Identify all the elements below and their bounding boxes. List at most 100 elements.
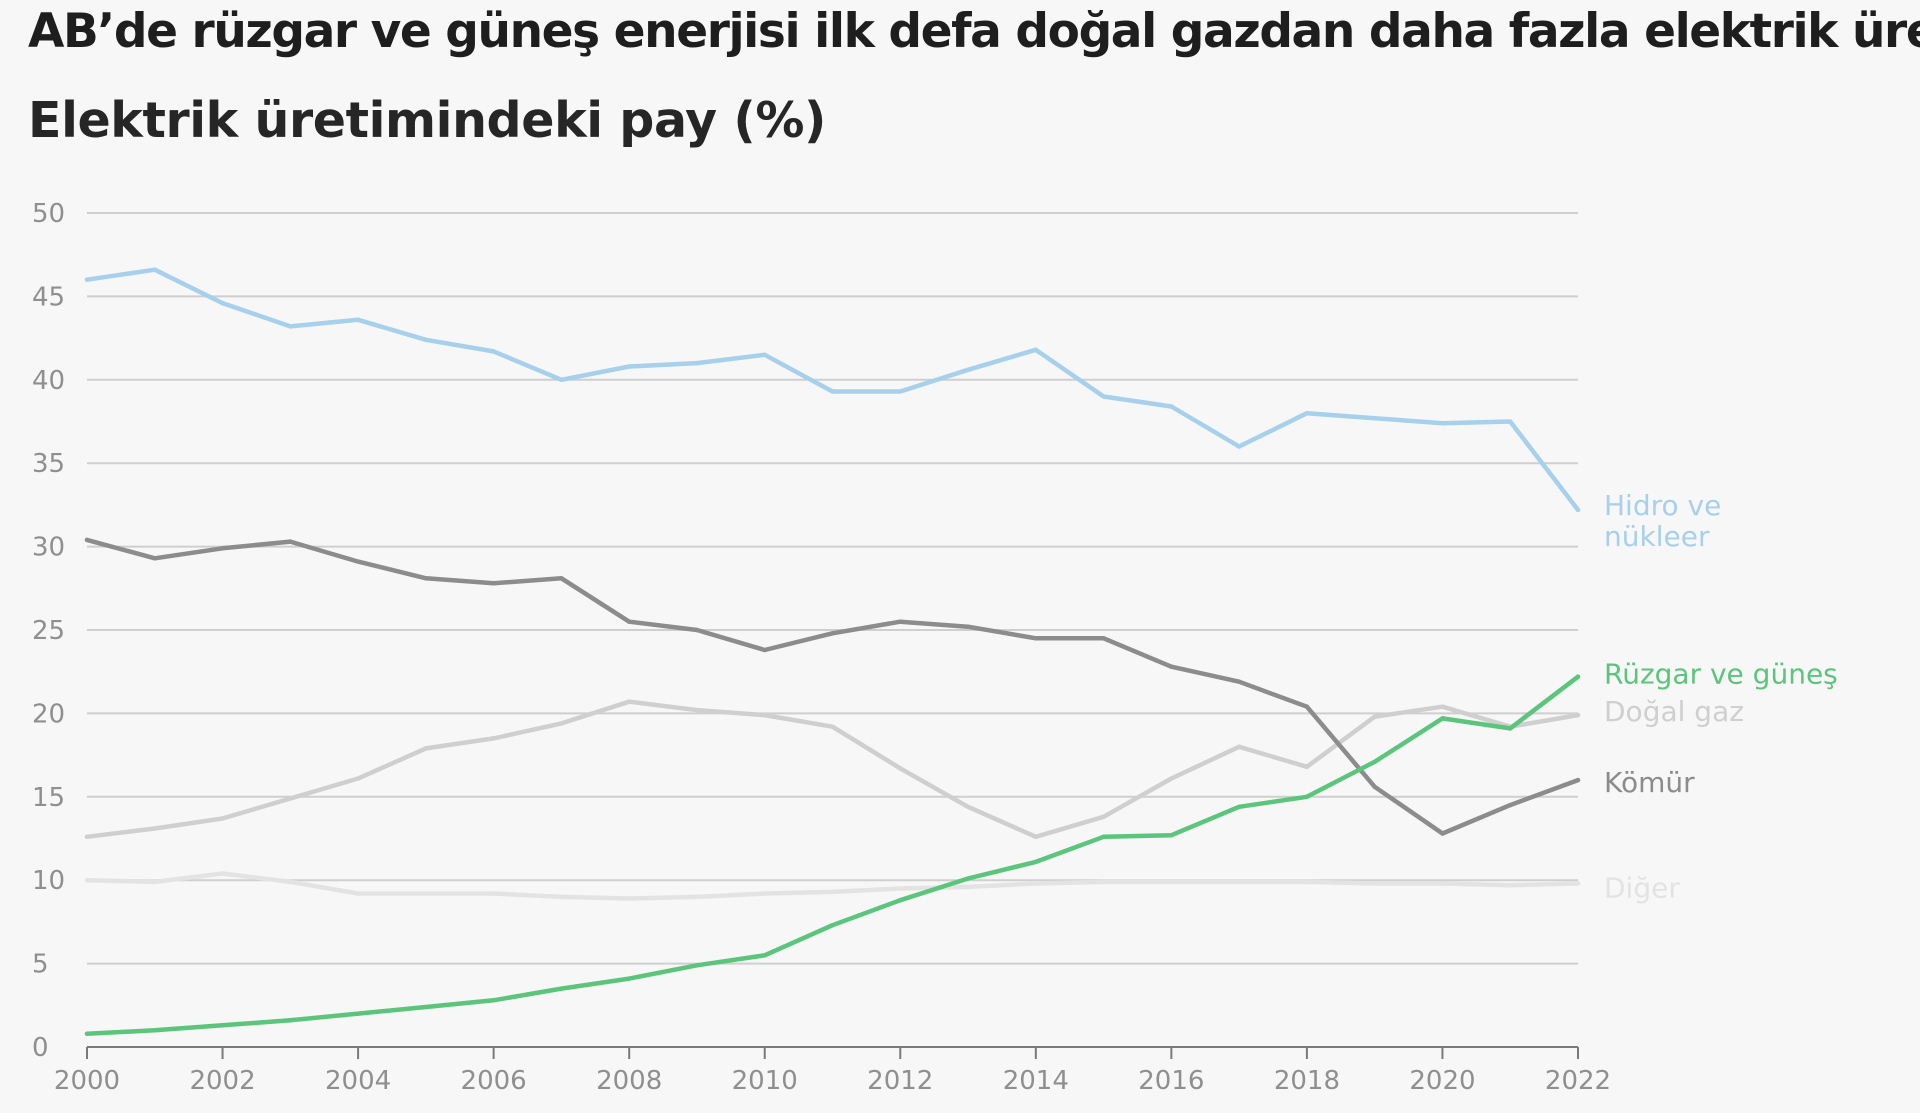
- data-point-ruzgar-ve-gunes-2008: [626, 976, 632, 981]
- series-label-diger: Diğer: [1604, 872, 1680, 905]
- data-point-dogal-gaz-2008: [626, 699, 632, 704]
- y-tick-label-50: 50: [32, 199, 65, 229]
- data-point-diger-2012: [898, 886, 903, 891]
- x-tick-label-2020: 2020: [1409, 1066, 1475, 1096]
- y-tick-label-15: 15: [32, 783, 65, 813]
- data-point-komur-2021: [1508, 802, 1513, 808]
- x-axis-ticks: 2000 2002 2004 2006 2008 2010 2012 2014 2016 2018…: [54, 1066, 1611, 1096]
- data-point-hidro-ve-nukleer-2017: [1236, 444, 1242, 449]
- chart-title: AB’de rüzgar ve güneş enerjisi ilk defa …: [28, 4, 1920, 59]
- data-point-hidro-ve-nukleer-2001: [152, 267, 157, 272]
- data-point-diger-2008: [626, 896, 632, 901]
- data-point-hidro-ve-nukleer-2005: [423, 337, 429, 342]
- data-point-ruzgar-ve-gunes-2010: [762, 953, 767, 958]
- data-point-komur-2019: [1372, 784, 1377, 789]
- y-axis-ticks: 0 5 10 15 20 25 30 35 40 45 50: [32, 199, 65, 1063]
- y-tick-label-35: 35: [32, 449, 65, 479]
- data-point-diger-2009: [694, 894, 700, 900]
- data-point-ruzgar-ve-gunes-2011: [830, 923, 835, 928]
- data-point-diger-2017: [1236, 879, 1242, 885]
- y-tick-label-10: 10: [32, 866, 65, 896]
- x-tick-label-2018: 2018: [1274, 1066, 1340, 1096]
- data-point-diger-2005: [423, 891, 429, 896]
- data-point-diger-2000: [84, 878, 90, 883]
- data-point-dogal-gaz-2000: [84, 834, 90, 840]
- series-label-hidro-ve-nukleer-1: Hidro ve: [1604, 489, 1721, 522]
- x-tick-label-2014: 2014: [1003, 1066, 1069, 1096]
- data-point-diger-2001: [152, 879, 157, 885]
- series-lines: [84, 267, 1581, 1036]
- data-point-diger-2013: [965, 884, 971, 890]
- data-point-komur-2018: [1304, 704, 1310, 709]
- data-point-komur-2004: [355, 559, 361, 564]
- data-point-ruzgar-ve-gunes-2017: [1236, 804, 1242, 810]
- data-point-dogal-gaz-2016: [1169, 776, 1174, 781]
- data-point-diger-2015: [1101, 879, 1106, 885]
- data-point-dogal-gaz-2015: [1101, 814, 1106, 820]
- data-point-komur-2009: [694, 627, 700, 633]
- data-point-hidro-ve-nukleer-2021: [1508, 419, 1513, 424]
- x-tick-label-2002: 2002: [189, 1066, 255, 1096]
- data-point-ruzgar-ve-gunes-2016: [1169, 832, 1174, 838]
- data-point-hidro-ve-nukleer-2018: [1304, 410, 1310, 416]
- data-point-komur-2012: [898, 619, 903, 624]
- data-point-hidro-ve-nukleer-2007: [559, 377, 564, 382]
- series-label-komur: Kömür: [1604, 766, 1695, 799]
- data-point-dogal-gaz-2022: [1575, 712, 1581, 718]
- data-point-hidro-ve-nukleer-2015: [1101, 394, 1106, 399]
- data-point-diger-2014: [1033, 881, 1039, 886]
- y-tick-label-5: 5: [32, 950, 49, 980]
- data-point-komur-2013: [965, 624, 971, 629]
- data-point-ruzgar-ve-gunes-2004: [355, 1011, 361, 1016]
- data-point-diger-2021: [1508, 883, 1513, 888]
- data-point-ruzgar-ve-gunes-2009: [694, 963, 700, 968]
- series-label-hidro-ve-nukleer-2: nükleer: [1604, 520, 1710, 553]
- data-point-ruzgar-ve-gunes-2000: [84, 1031, 90, 1036]
- data-point-komur-2006: [491, 581, 496, 586]
- series-line-diger: [84, 871, 1581, 901]
- y-tick-label-25: 25: [32, 616, 65, 646]
- data-point-komur-2020: [1440, 831, 1445, 836]
- data-point-komur-2003: [288, 539, 293, 544]
- data-point-diger-2019: [1372, 881, 1377, 886]
- data-point-komur-2017: [1236, 679, 1242, 684]
- data-point-komur-2008: [626, 619, 632, 624]
- data-point-dogal-gaz-2011: [830, 724, 835, 729]
- data-point-hidro-ve-nukleer-2022: [1575, 507, 1581, 513]
- y-tick-label-30: 30: [32, 533, 65, 563]
- data-point-ruzgar-ve-gunes-2018: [1304, 794, 1310, 799]
- y-tick-label-20: 20: [32, 699, 65, 729]
- x-tick-label-2004: 2004: [325, 1066, 391, 1096]
- x-tick-label-2006: 2006: [461, 1066, 527, 1096]
- data-point-hidro-ve-nukleer-2019: [1372, 415, 1377, 421]
- x-tick-label-2008: 2008: [596, 1066, 662, 1096]
- data-point-diger-2006: [491, 891, 496, 896]
- data-point-hidro-ve-nukleer-2003: [288, 324, 293, 329]
- y-tick-label-0: 0: [32, 1033, 49, 1063]
- data-point-dogal-gaz-2020: [1440, 704, 1445, 709]
- data-point-hidro-ve-nukleer-2011: [830, 389, 835, 394]
- data-point-diger-2003: [288, 879, 293, 885]
- data-point-komur-2000: [84, 537, 90, 543]
- data-point-diger-2004: [355, 891, 361, 896]
- x-tick-label-2012: 2012: [867, 1066, 933, 1096]
- data-point-ruzgar-ve-gunes-2022: [1575, 674, 1581, 679]
- data-point-komur-2014: [1033, 636, 1039, 641]
- data-point-komur-2007: [559, 576, 564, 581]
- series-label-ruzgar-ve-gunes: Rüzgar ve güneş: [1604, 658, 1838, 691]
- data-point-hidro-ve-nukleer-2009: [694, 360, 700, 366]
- data-point-ruzgar-ve-gunes-2015: [1101, 834, 1106, 840]
- data-point-dogal-gaz-2009: [694, 707, 700, 713]
- data-point-komur-2010: [762, 647, 767, 653]
- data-point-dogal-gaz-2018: [1304, 764, 1310, 769]
- data-point-ruzgar-ve-gunes-2002: [220, 1023, 225, 1028]
- data-point-dogal-gaz-2013: [965, 804, 971, 810]
- data-point-ruzgar-ve-gunes-2001: [152, 1028, 157, 1033]
- data-point-komur-2022: [1575, 777, 1581, 783]
- data-point-hidro-ve-nukleer-2004: [355, 317, 361, 322]
- data-point-dogal-gaz-2017: [1236, 744, 1242, 749]
- data-point-diger-2011: [830, 889, 835, 895]
- x-tick-label-2010: 2010: [732, 1066, 798, 1096]
- data-point-diger-2016: [1169, 879, 1174, 885]
